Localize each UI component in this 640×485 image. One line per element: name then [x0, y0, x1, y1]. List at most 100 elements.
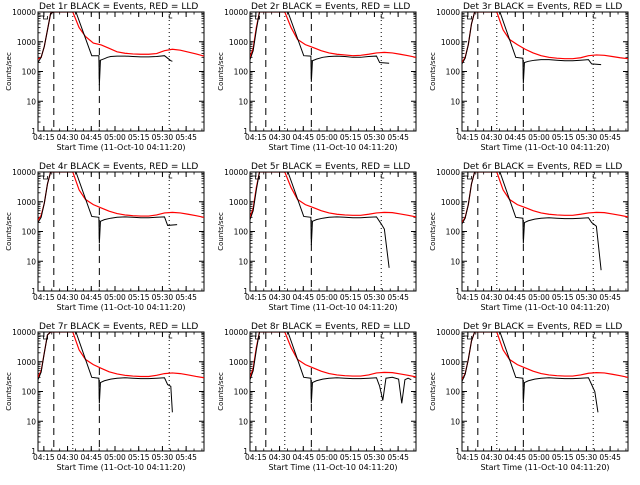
y-tick-label: 1 — [31, 127, 36, 136]
y-axis-label: Counts/sec — [217, 52, 225, 91]
y-tick-label: 1 — [31, 287, 36, 296]
x-tick-label: 05:00 — [104, 453, 126, 462]
x-tick-label: 05:30 — [576, 133, 598, 142]
y-tick-label: 100 — [234, 388, 249, 397]
y-axis-label: Counts/sec — [429, 212, 437, 251]
lld-series-line — [38, 172, 204, 221]
x-tick-label: 05:15 — [340, 133, 362, 142]
y-tick-label: 10 — [238, 97, 248, 106]
events-series-line — [250, 172, 390, 268]
x-tick-label: 05:15 — [340, 453, 362, 462]
flag-mark — [39, 335, 48, 340]
x-tick-label: 05:30 — [364, 453, 386, 462]
x-tick-label: 05:15 — [128, 133, 150, 142]
flag-mark — [251, 175, 260, 180]
x-tick-label: 05:00 — [104, 293, 126, 302]
flag-mark — [168, 174, 173, 179]
flag-mark — [592, 14, 597, 19]
x-axis-label: Start Time (11-Oct-10 04:11:20) — [268, 463, 397, 472]
panel-title: Det 8r BLACK = Events, RED = LLD — [251, 322, 410, 332]
x-tick-label: 05:00 — [104, 133, 126, 142]
y-tick-label: 100 — [234, 228, 249, 237]
plot-frame — [249, 171, 417, 292]
y-tick-label: 100 — [446, 228, 461, 237]
plot-frame — [37, 11, 205, 132]
y-tick-label: 10 — [450, 97, 460, 106]
panel-title: Det 1r BLACK = Events, RED = LLD — [39, 2, 198, 12]
x-axis-label: Start Time (11-Oct-10 04:11:20) — [268, 303, 397, 312]
flag-mark — [380, 174, 385, 179]
x-tick-label: 05:30 — [152, 453, 174, 462]
x-tick-label: 05:45 — [175, 453, 197, 462]
panel-title: Det 3r BLACK = Events, RED = LLD — [463, 2, 622, 12]
x-tick-label: 04:15 — [457, 453, 479, 462]
x-tick-label: 05:30 — [364, 133, 386, 142]
y-tick-label: 10 — [450, 417, 460, 426]
panel-7: Det 7r BLACK = Events, RED = LLD 1 10 100 10… — [5, 322, 205, 472]
y-tick-label: 1 — [455, 287, 460, 296]
y-tick-label: 1000 — [17, 198, 36, 207]
x-tick-label: 05:45 — [387, 453, 409, 462]
x-tick-label: 04:45 — [504, 133, 526, 142]
flag-mark — [463, 15, 472, 20]
y-tick-label: 10 — [26, 97, 36, 106]
y-tick-label: 1 — [455, 127, 460, 136]
y-tick-label: 10000 — [224, 168, 248, 177]
x-tick-label: 05:30 — [152, 133, 174, 142]
y-tick-label: 100 — [446, 68, 461, 77]
x-tick-label: 05:30 — [152, 293, 174, 302]
x-tick-label: 04:30 — [57, 133, 79, 142]
plot-frame — [461, 11, 629, 132]
x-tick-label: 05:00 — [316, 293, 338, 302]
y-tick-label: 1 — [243, 447, 248, 456]
plot-frame — [249, 331, 417, 452]
y-axis-label: Counts/sec — [429, 372, 437, 411]
y-tick-label: 10000 — [12, 328, 36, 337]
y-tick-label: 100 — [234, 68, 249, 77]
x-tick-label: 05:45 — [175, 133, 197, 142]
x-tick-label: 05:45 — [175, 293, 197, 302]
panel-8: Det 8r BLACK = Events, RED = LLD 1 10 100 10… — [217, 322, 417, 472]
x-tick-label: 04:15 — [33, 293, 55, 302]
panel-title: Det 9r BLACK = Events, RED = LLD — [463, 322, 622, 332]
y-tick-label: 1000 — [17, 358, 36, 367]
x-tick-label: 04:30 — [269, 453, 291, 462]
y-axis-label: Counts/sec — [217, 212, 225, 251]
y-tick-label: 1 — [243, 287, 248, 296]
x-tick-label: 04:45 — [504, 293, 526, 302]
y-tick-label: 10 — [238, 417, 248, 426]
panel-4: Det 4r BLACK = Events, RED = LLD 1 10 100 10… — [5, 162, 205, 312]
events-series-line — [250, 12, 390, 82]
flag-mark — [168, 334, 173, 339]
lld-series-line — [462, 12, 628, 63]
x-tick-label: 04:45 — [292, 453, 314, 462]
x-tick-label: 04:15 — [33, 453, 55, 462]
flag-mark — [251, 15, 260, 20]
y-tick-label: 1000 — [441, 38, 460, 47]
y-tick-label: 1000 — [229, 358, 248, 367]
x-tick-label: 04:45 — [504, 453, 526, 462]
x-tick-label: 05:00 — [528, 133, 550, 142]
x-tick-label: 04:15 — [245, 293, 267, 302]
y-tick-label: 1000 — [441, 358, 460, 367]
x-tick-label: 05:15 — [340, 293, 362, 302]
x-tick-label: 05:45 — [387, 133, 409, 142]
x-tick-label: 05:15 — [128, 453, 150, 462]
y-tick-label: 10000 — [436, 8, 460, 17]
x-tick-label: 04:30 — [57, 453, 79, 462]
plot-frame — [37, 171, 205, 292]
x-tick-label: 05:45 — [599, 453, 621, 462]
x-axis-label: Start Time (11-Oct-10 04:11:20) — [56, 143, 185, 152]
y-tick-label: 10 — [26, 257, 36, 266]
flag-mark — [463, 335, 472, 340]
y-tick-label: 10000 — [224, 8, 248, 17]
y-tick-label: 1000 — [229, 198, 248, 207]
x-axis-label: Start Time (11-Oct-10 04:11:20) — [268, 143, 397, 152]
x-tick-label: 04:45 — [292, 133, 314, 142]
x-tick-label: 04:30 — [481, 453, 503, 462]
lld-series-line — [462, 172, 628, 223]
x-tick-label: 04:45 — [80, 133, 102, 142]
x-axis-label: Start Time (11-Oct-10 04:11:20) — [480, 303, 609, 312]
flag-mark — [463, 175, 472, 180]
